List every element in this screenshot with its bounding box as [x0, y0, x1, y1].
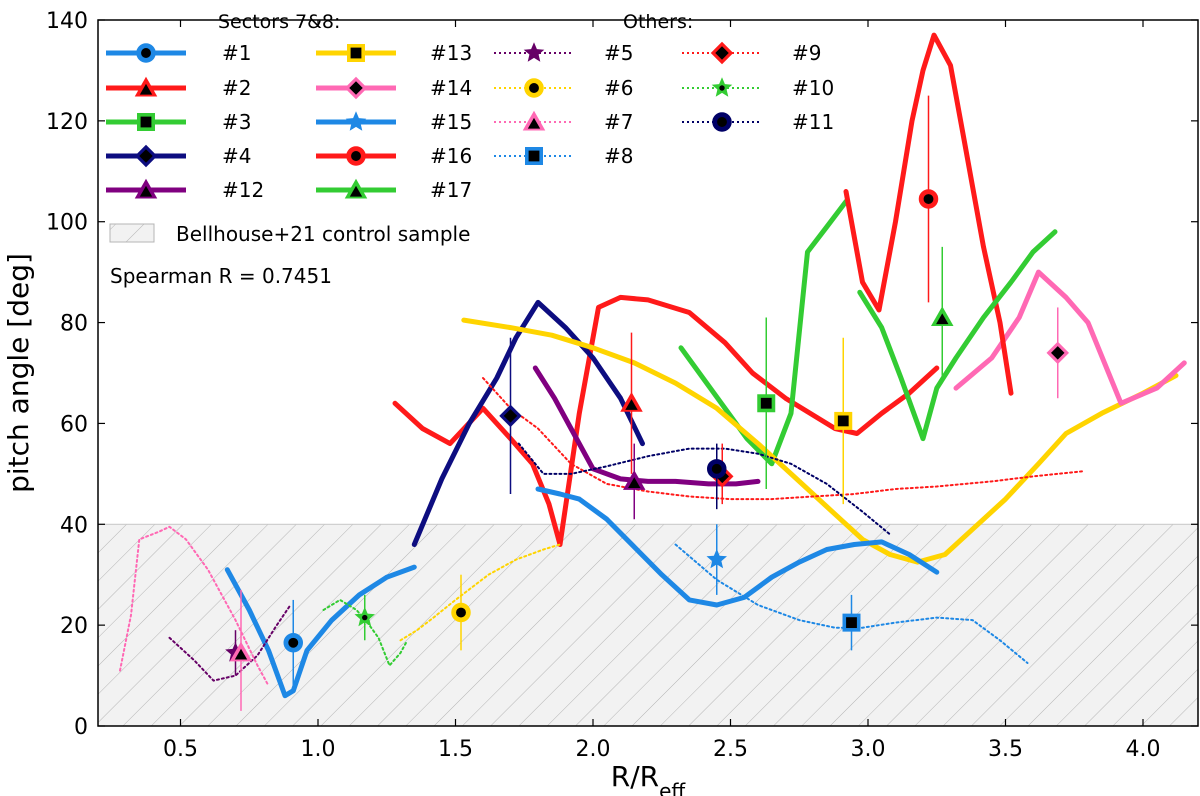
- series-line-n10: [322, 598, 407, 667]
- legend-label-n14: #14: [430, 76, 472, 100]
- legend-label-n17: #17: [430, 178, 472, 202]
- legend-label-n7: #7: [604, 110, 633, 134]
- x-axis-title-sub: eff: [659, 779, 686, 796]
- legend-marker-n2: [134, 76, 158, 97]
- y-tick-label: 60: [60, 412, 88, 437]
- legend-label-n8: #8: [604, 144, 633, 168]
- legend-heading-others: Others:: [623, 11, 693, 33]
- legend-label-n2: #2: [222, 76, 251, 100]
- legend-label-n16: #16: [430, 144, 472, 168]
- series-line-n2: [392, 294, 940, 547]
- data-point-n2: [620, 392, 643, 412]
- control-sample-legend-swatch: [109, 223, 155, 243]
- legend-label-n13: #13: [430, 41, 472, 65]
- y-tick-label: 120: [46, 110, 88, 135]
- legend-marker-n14: [344, 76, 368, 100]
- legend-marker-n6: [524, 78, 544, 98]
- x-axis-title: R/Reff: [611, 760, 687, 796]
- legend-marker-n10: [711, 77, 733, 97]
- series-line-n4: [411, 299, 645, 547]
- legend-marker-n5: [523, 42, 545, 62]
- legend-marker-n9: [710, 41, 734, 65]
- data-point-n12: [623, 470, 646, 490]
- legend-marker-n12: [134, 178, 158, 199]
- legend-marker-n8: [525, 147, 543, 165]
- data-point-n14: [1046, 341, 1069, 365]
- legend-label-n10: #10: [792, 76, 834, 100]
- x-tick-label: 3.5: [988, 737, 1023, 762]
- legend-label-n15: #15: [430, 110, 472, 134]
- x-tick-label: 4.0: [1126, 737, 1161, 762]
- y-tick-label: 140: [46, 9, 88, 34]
- x-tick-label: 1.5: [438, 737, 473, 762]
- y-axis-title: pitch angle [deg]: [2, 253, 35, 493]
- legend-marker-n15: [345, 111, 367, 131]
- plot-frame: [97, 19, 1199, 727]
- legend-label-n11: #11: [792, 110, 834, 134]
- data-point-n16: [918, 189, 939, 209]
- legend-marker-n3: [137, 113, 155, 131]
- y-tick-label: 40: [60, 513, 88, 538]
- data-point-n17: [931, 306, 954, 326]
- series-line-n1: [224, 564, 417, 699]
- series-line-n8: [674, 543, 1029, 664]
- legend-label-n1: #1: [222, 41, 251, 65]
- x-tick-label: 1.0: [301, 737, 336, 762]
- legend-marker-n13: [347, 44, 365, 62]
- x-tick-label: 2.5: [713, 737, 748, 762]
- data-point-n13: [834, 411, 853, 430]
- series-layer: [119, 32, 1187, 711]
- x-tick-label: 3.0: [851, 737, 886, 762]
- data-point-n8: [842, 613, 861, 632]
- y-tick-label: 20: [60, 614, 88, 639]
- data-point-n7: [229, 641, 253, 662]
- y-tick-label: 100: [46, 211, 88, 236]
- legend-marker-n7: [522, 110, 546, 131]
- y-tick-label: 0: [74, 715, 88, 740]
- data-point-n10: [354, 606, 375, 627]
- spearman-annotation: Spearman R = 0.7451: [110, 264, 332, 288]
- legend-label-n5: #5: [604, 41, 633, 65]
- data-point-n1: [283, 633, 303, 653]
- legend: #1 #2 #3 #4 #12 #13 #14 #15 #16 #17 #5 #6 #7 #8 #9 #10 #…: [106, 41, 834, 202]
- legend-label-n9: #9: [792, 41, 821, 65]
- legend-marker-n11: [712, 112, 732, 132]
- data-point-n4: [499, 404, 522, 428]
- data-point-n6: [451, 602, 471, 623]
- data-point-n15: [706, 548, 727, 569]
- x-tick-label: 0.5: [163, 737, 198, 762]
- series-line-n7: [119, 525, 270, 687]
- series-line-n3: [678, 199, 849, 467]
- series-line-n17: [857, 229, 1058, 442]
- legend-marker-n17: [344, 178, 368, 199]
- data-point-n11: [707, 459, 727, 479]
- series-line-n6: [399, 543, 561, 642]
- series-line-n13: [461, 317, 1179, 565]
- series-line-n14: [953, 269, 1187, 406]
- x-tick-label: 2.0: [576, 737, 611, 762]
- control-sample-band: [97, 523, 1199, 727]
- legend-label-n3: #3: [222, 110, 251, 134]
- y-tick-label: 80: [60, 312, 88, 337]
- data-point-n3: [757, 394, 776, 413]
- legend-label-n6: #6: [604, 76, 633, 100]
- control-sample-legend-label: Bellhouse+21 control sample: [176, 222, 470, 246]
- series-line-n5: [168, 604, 292, 682]
- x-axis-title-main: R/R: [611, 760, 659, 793]
- series-line-n9: [482, 377, 1084, 501]
- series-line-n11: [517, 442, 891, 536]
- legend-label-n12: #12: [222, 178, 264, 202]
- series-line-n15: [535, 486, 940, 608]
- legend-label-n4: #4: [222, 144, 251, 168]
- legend-marker-n16: [346, 146, 366, 166]
- legend-heading-sectors: Sectors 7&8:: [218, 11, 340, 33]
- legend-marker-n1: [136, 43, 156, 63]
- legend-marker-n4: [134, 144, 158, 168]
- series-line-n16: [843, 32, 1014, 396]
- ticks-layer: 0.5 1.0 1.5 2.0 2.5 3.0 3.5 4.0 0 20 40 60 80 100 120 1…: [46, 9, 1198, 762]
